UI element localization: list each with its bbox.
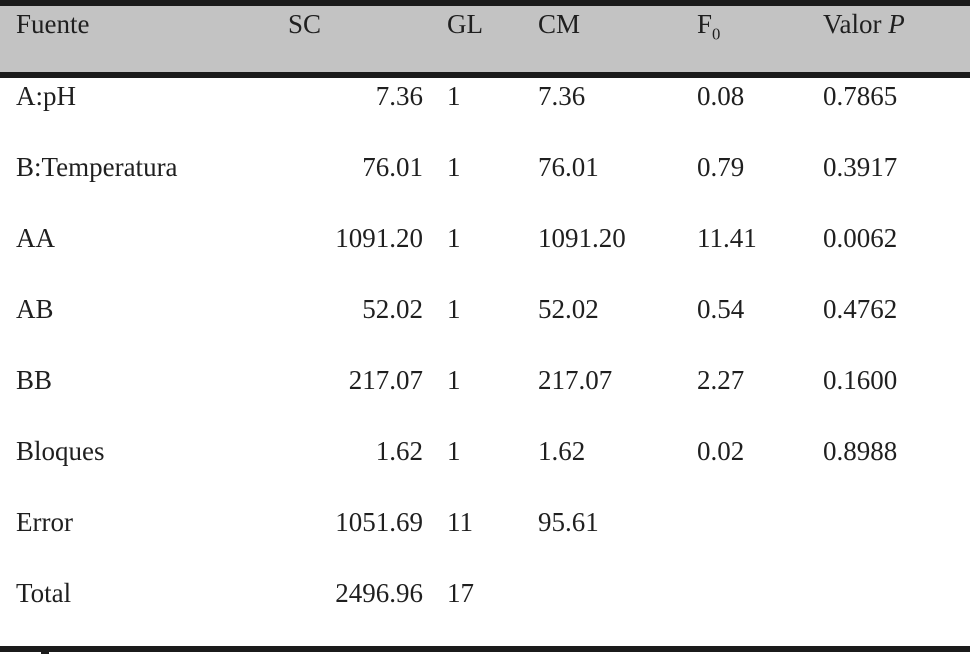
cell-cm: 95.61 xyxy=(537,504,697,575)
cell-f0: 0.79 xyxy=(697,149,823,220)
cell-valor-p: 0.8988 xyxy=(823,433,970,504)
cell-gl: 1 xyxy=(424,149,537,220)
f0-base-text: F xyxy=(697,9,713,39)
cell-fuente: AA xyxy=(0,220,284,291)
cell-sc: 1.62 xyxy=(284,433,424,504)
col-header-cm: CM xyxy=(537,6,697,78)
cell-f0: 0.02 xyxy=(697,433,823,504)
table-row: A:pH 7.36 1 7.36 0.08 0.7865 xyxy=(0,78,970,149)
cell-f0: 0.54 xyxy=(697,291,823,362)
cell-fuente: Error xyxy=(0,504,284,575)
cell-valor-p: 0.1600 xyxy=(823,362,970,433)
table-row: BB 217.07 1 217.07 2.27 0.1600 xyxy=(0,362,970,433)
cell-gl: 1 xyxy=(424,78,537,149)
cell-sc: 52.02 xyxy=(284,291,424,362)
cell-cm xyxy=(537,575,697,646)
f0-subscript: 0 xyxy=(712,24,721,44)
cell-fuente: Total xyxy=(0,575,284,646)
table-top-rule xyxy=(0,0,970,6)
col-header-gl: GL xyxy=(424,6,537,78)
cell-fuente: BB xyxy=(0,362,284,433)
table-row: B:Temperatura 76.01 1 76.01 0.79 0.3917 xyxy=(0,149,970,220)
col-header-f0: F0 xyxy=(697,6,823,78)
cell-sc: 217.07 xyxy=(284,362,424,433)
table-row: AA 1091.20 1 1091.20 11.41 0.0062 xyxy=(0,220,970,291)
cell-sc: 1051.69 xyxy=(284,504,424,575)
cell-valor-p xyxy=(823,504,970,575)
cell-cm: 7.36 xyxy=(537,78,697,149)
col-header-fuente: Fuente xyxy=(0,6,284,78)
cell-gl: 17 xyxy=(424,575,537,646)
cell-f0: 2.27 xyxy=(697,362,823,433)
cell-f0: 11.41 xyxy=(697,220,823,291)
cell-gl: 1 xyxy=(424,362,537,433)
table-bottom-rule xyxy=(0,646,970,652)
cell-gl: 1 xyxy=(424,433,537,504)
cell-f0: 0.08 xyxy=(697,78,823,149)
cell-gl: 1 xyxy=(424,291,537,362)
footnote-fragment-mark xyxy=(41,651,49,654)
cell-fuente: AB xyxy=(0,291,284,362)
table-row: Bloques 1.62 1 1.62 0.02 0.8988 xyxy=(0,433,970,504)
cell-valor-p xyxy=(823,575,970,646)
cell-fuente: A:pH xyxy=(0,78,284,149)
cell-valor-p: 0.3917 xyxy=(823,149,970,220)
cell-f0 xyxy=(697,575,823,646)
cell-f0 xyxy=(697,504,823,575)
cell-sc: 2496.96 xyxy=(284,575,424,646)
cell-gl: 11 xyxy=(424,504,537,575)
cell-sc: 76.01 xyxy=(284,149,424,220)
cell-cm: 1091.20 xyxy=(537,220,697,291)
cell-valor-p: 0.0062 xyxy=(823,220,970,291)
anova-table: Fuente SC GL CM F0 Valor P A:pH 7.36 1 7… xyxy=(0,6,970,646)
valor-p-italic-text: P xyxy=(888,9,905,39)
cell-cm: 1.62 xyxy=(537,433,697,504)
table-header-row: Fuente SC GL CM F0 Valor P xyxy=(0,6,970,78)
cell-cm: 52.02 xyxy=(537,291,697,362)
col-header-sc: SC xyxy=(284,6,424,78)
cell-sc: 1091.20 xyxy=(284,220,424,291)
cell-fuente: Bloques xyxy=(0,433,284,504)
cell-valor-p: 0.7865 xyxy=(823,78,970,149)
cell-fuente: B:Temperatura xyxy=(0,149,284,220)
cell-valor-p: 0.4762 xyxy=(823,291,970,362)
cell-cm: 217.07 xyxy=(537,362,697,433)
valor-p-prefix-text: Valor xyxy=(823,9,889,39)
col-header-valor-p: Valor P xyxy=(823,6,970,78)
table-row: Error 1051.69 11 95.61 xyxy=(0,504,970,575)
cell-gl: 1 xyxy=(424,220,537,291)
table-row: AB 52.02 1 52.02 0.54 0.4762 xyxy=(0,291,970,362)
table-row: Total 2496.96 17 xyxy=(0,575,970,646)
cell-sc: 7.36 xyxy=(284,78,424,149)
cell-cm: 76.01 xyxy=(537,149,697,220)
